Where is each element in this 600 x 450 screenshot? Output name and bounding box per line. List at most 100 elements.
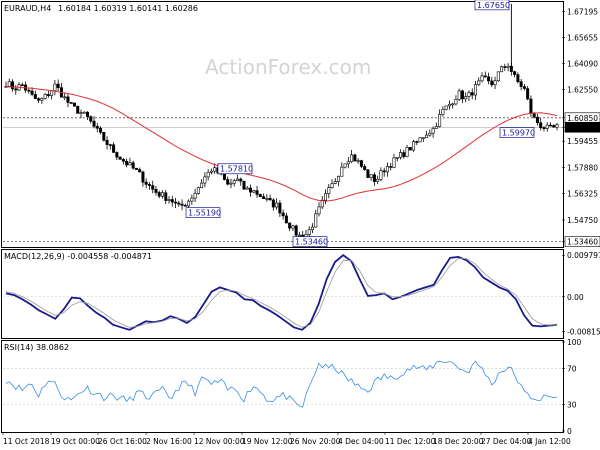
price-y-tick-label: 1.67195 — [567, 7, 598, 16]
candle-body — [265, 198, 269, 200]
price-panel-frame — [1, 1, 564, 248]
price-y-tick-label: 1.64090 — [567, 59, 598, 68]
candle-body — [86, 111, 90, 117]
candle — [405, 144, 409, 158]
candle — [327, 183, 331, 199]
candle-body — [542, 127, 546, 129]
candle-body — [37, 98, 41, 101]
price-y-tick-label: 1.60286 — [564, 121, 600, 133]
candle-body — [66, 96, 70, 103]
x-tick-label: 26 Oct 16:00 — [98, 437, 147, 446]
candle-body — [412, 141, 416, 151]
candle-body — [121, 159, 125, 162]
candle — [128, 157, 132, 166]
candle — [95, 122, 99, 133]
candle-body — [193, 193, 197, 199]
price-annotation: 1.67650 — [474, 0, 510, 11]
candle — [314, 209, 318, 228]
candle — [470, 88, 474, 100]
candle-body — [470, 92, 474, 96]
candle — [399, 149, 403, 160]
rsi-y-tick-label: 30 — [567, 400, 577, 409]
candle — [500, 65, 504, 73]
candle — [425, 130, 429, 138]
candle-body — [353, 154, 357, 162]
candle-body — [487, 76, 491, 82]
candle — [493, 76, 497, 89]
price-tick-text: 1.64090 — [567, 59, 598, 68]
candle — [392, 153, 396, 169]
candle-body — [405, 147, 409, 157]
candle — [265, 194, 269, 202]
candle — [473, 80, 477, 100]
candle-body — [125, 160, 129, 166]
candle — [262, 193, 266, 199]
candle-body — [249, 187, 253, 193]
candle — [487, 72, 491, 85]
candle — [385, 162, 389, 177]
candle-body — [40, 98, 44, 101]
candle — [177, 200, 181, 207]
candle-body — [506, 65, 510, 68]
macd-panel-frame — [1, 249, 564, 339]
candle — [43, 92, 47, 100]
candle-body — [105, 140, 109, 145]
candle-body — [102, 131, 106, 141]
candle — [382, 167, 386, 177]
chart-title-symbol: EURAUD,H4 — [4, 4, 51, 13]
candle — [174, 197, 178, 208]
candle-body — [350, 154, 354, 163]
candle — [239, 177, 243, 186]
candle-body — [69, 102, 73, 104]
candle — [209, 168, 213, 175]
x-tick-label: 26 Nov 20:00 — [290, 437, 341, 446]
macd-line — [5, 254, 558, 331]
price-y-tick-label: 1.56325 — [567, 190, 598, 199]
candle — [115, 151, 119, 161]
candle-body — [454, 99, 458, 105]
candle — [206, 169, 210, 181]
candle-body — [513, 71, 517, 75]
candle-body — [30, 90, 34, 95]
candle — [66, 93, 70, 107]
moving-average-line — [5, 86, 558, 202]
candle-body — [196, 187, 200, 194]
candle — [428, 129, 432, 137]
candle-body — [402, 152, 406, 157]
candle-body — [284, 215, 288, 224]
candle-body — [268, 198, 272, 201]
candle — [118, 156, 122, 160]
candle — [369, 174, 373, 181]
candle-body — [112, 144, 116, 153]
candle — [131, 160, 135, 170]
candle — [324, 189, 328, 205]
candle-body — [473, 84, 477, 96]
candle — [82, 111, 86, 114]
rsi-y-tick-label: 70 — [567, 365, 577, 374]
candle-body — [516, 74, 520, 82]
candle — [203, 172, 207, 188]
price-y-tick-label: 1.59455 — [567, 137, 598, 146]
candle-body — [441, 109, 445, 115]
candle-body — [385, 166, 389, 173]
price-tick-text: 1.59455 — [567, 137, 598, 146]
candle-body — [95, 126, 99, 129]
candle-body — [425, 134, 429, 138]
x-tick-label: 19 Oct 00:00 — [51, 437, 100, 446]
candle — [284, 212, 288, 224]
candle-body — [382, 170, 386, 173]
candle-body — [20, 84, 24, 87]
candle-body — [235, 178, 239, 181]
candle — [503, 63, 507, 72]
price-y-tick-label: 1.62550 — [567, 85, 598, 94]
candle — [37, 97, 41, 103]
candle — [79, 109, 83, 119]
candle — [548, 122, 552, 127]
candle — [196, 186, 200, 195]
x-tick-label: 18 Dec 20:00 — [433, 437, 484, 446]
candle-body — [529, 98, 533, 114]
candle — [20, 82, 24, 87]
annotation-box — [474, 0, 510, 11]
